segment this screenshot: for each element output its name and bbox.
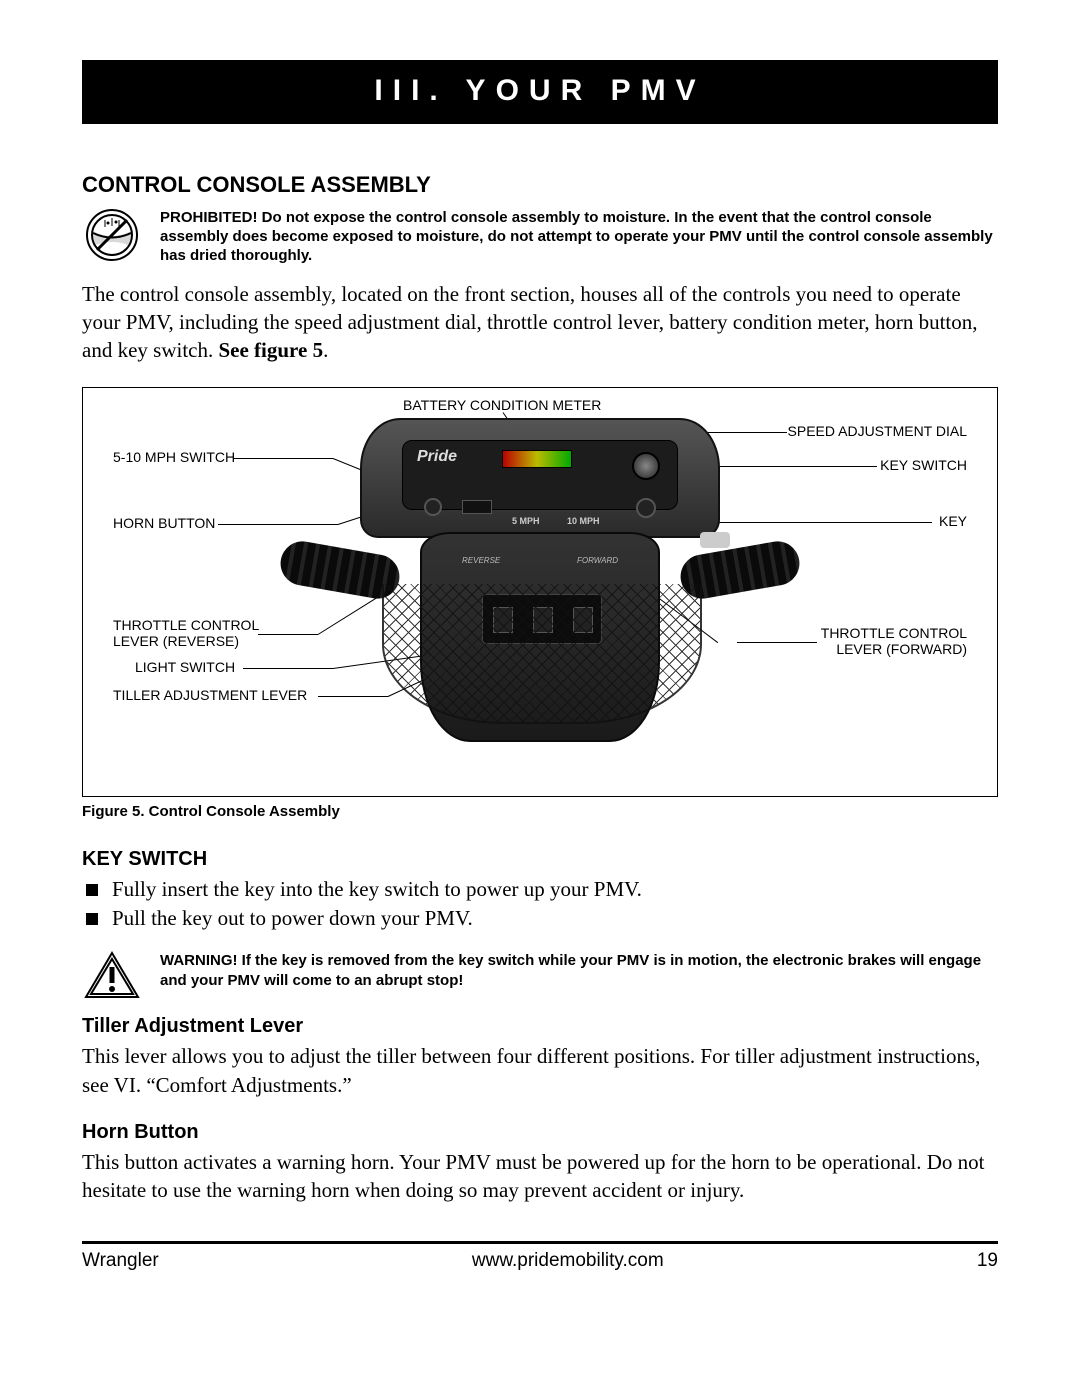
page: III. YOUR PMV CONTROL CONSOLE ASSEMBLY P… [0, 0, 1080, 1312]
reverse-label: REVERSE [462, 556, 500, 565]
keyswitch-list: Fully insert the key into the key switch… [82, 875, 998, 934]
forward-label: FORWARD [577, 556, 618, 565]
label-throttle-fwd-2: LEVER (FORWARD) [836, 642, 967, 657]
intro-see-figure: See figure 5 [218, 338, 323, 362]
label-light-switch: LIGHT SWITCH [135, 660, 235, 675]
prohibited-body: Do not expose the control console assemb… [160, 209, 993, 264]
leader-line [218, 524, 338, 525]
list-item: Fully insert the key into the key switch… [82, 875, 998, 904]
intro-text: The control console assembly, located on… [82, 282, 978, 363]
leader-line [258, 634, 318, 635]
prohibited-lead: PROHIBITED! [160, 209, 262, 226]
list-item: Pull the key out to power down your PMV. [82, 904, 998, 933]
speed-dial-icon [632, 452, 660, 480]
warning-body: If the key is removed from the key switc… [160, 952, 981, 988]
footer-center: www.pridemobility.com [472, 1250, 664, 1272]
leader-line [243, 668, 333, 669]
section-heading-horn: Horn Button [82, 1121, 998, 1144]
figure-caption: Figure 5. Control Console Assembly [82, 803, 998, 820]
label-throttle-rev-1: THROTTLE CONTROL [113, 618, 259, 633]
battery-meter-icon [502, 450, 572, 468]
section-heading-keyswitch: KEY SWITCH [82, 848, 998, 871]
label-key: KEY [939, 514, 967, 529]
mph5-label: 5 MPH [512, 516, 540, 526]
label-battery-meter: BATTERY CONDITION METER [403, 398, 601, 413]
tiller-column: REVERSE FORWARD [420, 532, 660, 742]
intro-period: . [323, 338, 328, 362]
section-heading-console: CONTROL CONSOLE ASSEMBLY [82, 172, 998, 198]
section-heading-tiller: Tiller Adjustment Lever [82, 1015, 998, 1038]
mph10-label: 10 MPH [567, 516, 600, 526]
warning-icon [82, 951, 142, 1001]
warning-lead: WARNING! [160, 952, 242, 969]
intro-paragraph: The control console assembly, located on… [82, 280, 998, 365]
footer-right: 19 [977, 1250, 998, 1272]
horn-paragraph: This button activates a warning horn. Yo… [82, 1148, 998, 1205]
console-illustration: Pride 5 MPH 10 MPH REVERSE FORWARD [330, 418, 750, 742]
page-footer: Wrangler www.pridemobility.com 19 [82, 1241, 998, 1272]
key-switch-icon [636, 498, 656, 518]
label-mph-switch: 5-10 MPH SWITCH [113, 450, 235, 465]
mph-switch-icon [462, 500, 492, 514]
prohibited-block: PROHIBITED! Do not expose the control co… [82, 208, 998, 266]
basket-icon [382, 584, 702, 724]
prohibited-text: PROHIBITED! Do not expose the control co… [160, 208, 998, 266]
warning-block: WARNING! If the key is removed from the … [82, 951, 998, 1001]
brand-text: Pride [417, 448, 457, 466]
footer-left: Wrangler [82, 1250, 159, 1272]
leader-line [233, 458, 333, 459]
label-tiller-lever: TILLER ADJUSTMENT LEVER [113, 688, 307, 703]
chapter-header: III. YOUR PMV [82, 60, 998, 124]
key-icon [700, 532, 730, 548]
console-top: Pride 5 MPH 10 MPH [360, 418, 720, 538]
label-horn-button: HORN BUTTON [113, 516, 215, 531]
tiller-paragraph: This lever allows you to adjust the till… [82, 1042, 998, 1099]
horn-button-icon [424, 498, 442, 516]
label-key-switch: KEY SWITCH [880, 458, 967, 473]
chapter-title: III. YOUR PMV [374, 74, 705, 107]
prohibited-icon [82, 208, 142, 266]
warning-text: WARNING! If the key is removed from the … [160, 951, 998, 1001]
figure-5: 5-10 MPH SWITCH HORN BUTTON THROTTLE CON… [82, 387, 998, 797]
label-throttle-fwd-1: THROTTLE CONTROL [821, 626, 967, 641]
label-throttle-rev-2: LEVER (REVERSE) [113, 634, 239, 649]
label-speed-dial: SPEED ADJUSTMENT DIAL [788, 424, 967, 439]
